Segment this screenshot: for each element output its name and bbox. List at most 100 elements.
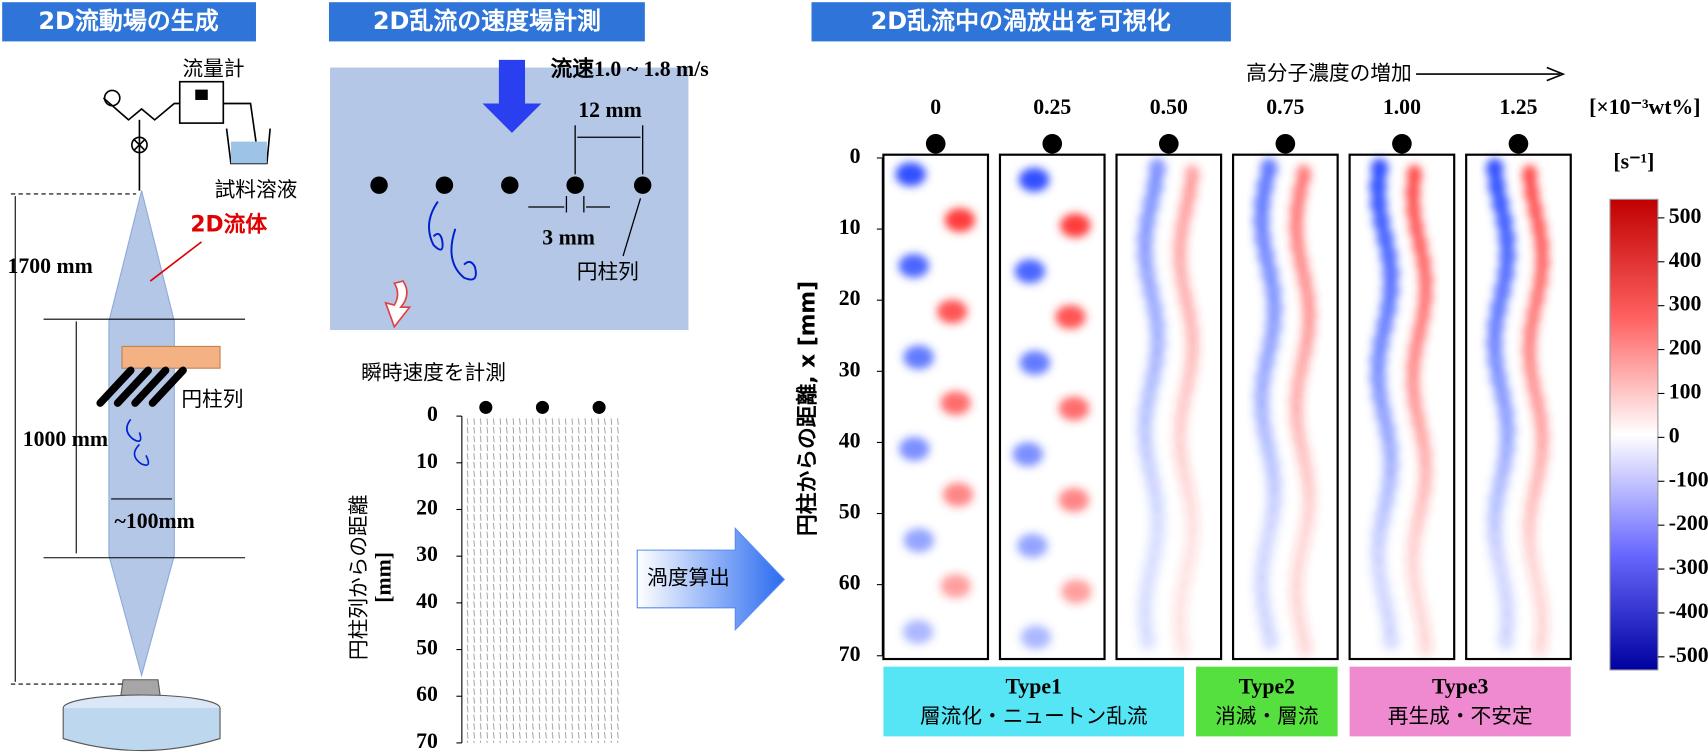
- vortex-streak: [1370, 523, 1389, 546]
- y-axis: 0 10 20 30 40 50 60 70: [839, 144, 883, 666]
- colorbar-tick-label: 0: [1669, 423, 1680, 447]
- vortex-blob: [940, 574, 972, 599]
- vortex-streak: [1184, 164, 1200, 187]
- vortex-streak: [1498, 611, 1517, 633]
- vortex-streak: [1136, 245, 1154, 267]
- vortex-streak: [1256, 175, 1274, 198]
- cylinder: [1159, 134, 1179, 154]
- vortex-streak: [1372, 576, 1391, 599]
- vortex-streak: [1258, 349, 1276, 372]
- trend-arrow: [1416, 66, 1566, 82]
- y-tick-label: 50: [839, 500, 861, 524]
- field-border: [1115, 153, 1223, 661]
- vortex-streak: [1183, 495, 1199, 518]
- vortex-streak: [1172, 251, 1188, 274]
- y-tick-label: 60: [416, 682, 438, 706]
- y-tick-label: 50: [416, 636, 438, 660]
- dimensions: [528, 125, 644, 257]
- vortex-streak: [1522, 356, 1539, 378]
- vortex-streak: [1290, 373, 1306, 396]
- label: 円柱列: [181, 387, 243, 411]
- vortex-streak: [1144, 367, 1162, 389]
- colorbar-tick-label: -200: [1669, 511, 1708, 535]
- vortex-streak: [1291, 425, 1307, 448]
- cylinders: [96, 366, 187, 407]
- vortex-streak: [1495, 576, 1514, 599]
- vector-field: [462, 416, 621, 743]
- vortex: [126, 418, 150, 466]
- cylinder-row: [370, 176, 652, 194]
- vortex-streak: [1376, 227, 1394, 250]
- vortex-streak: [1417, 286, 1434, 309]
- vortex-streak: [1527, 199, 1543, 222]
- vortex-blob: [1012, 442, 1044, 467]
- label: 流量計: [182, 57, 244, 81]
- type-name: Type3: [1432, 674, 1489, 698]
- vortex-streak: [1300, 286, 1316, 309]
- vortex-streak: [1532, 635, 1549, 657]
- field: [882, 153, 990, 661]
- vortex-streak: [1301, 478, 1317, 500]
- concentration-label: 0.25: [1033, 95, 1071, 119]
- vortex-streak: [1253, 558, 1271, 581]
- colorbar-tick-label: -300: [1669, 555, 1708, 579]
- vortex-streak: [1488, 175, 1506, 198]
- vortex-streak: [1301, 303, 1317, 326]
- vortex-streak: [1486, 523, 1504, 546]
- cylinder-holder: [121, 345, 221, 369]
- vortex-streak: [1137, 401, 1155, 424]
- vortex-streak: [1259, 523, 1278, 546]
- colorbar: [1609, 198, 1659, 671]
- vortex-streak: [1253, 401, 1271, 424]
- vortex-streak: [1486, 314, 1505, 337]
- vortex-streak: [1498, 245, 1517, 267]
- unit: [×10⁻³wt%]: [1589, 95, 1700, 119]
- vortex-streak: [1534, 251, 1550, 274]
- vortex-streak: [1265, 471, 1283, 494]
- vortex-streak: [1185, 513, 1201, 535]
- vortex-streak: [1485, 332, 1504, 355]
- vortex-streak: [1534, 425, 1550, 448]
- vortex-streak: [1292, 547, 1308, 570]
- vortex-streak: [1288, 216, 1304, 239]
- type-desc: 消滅・層流: [1215, 704, 1318, 728]
- vortex-streak: [1372, 210, 1391, 233]
- beaker-liquid: [230, 141, 267, 164]
- vortex-streak: [1172, 600, 1188, 622]
- vortex-streak: [1299, 513, 1315, 535]
- title-box: [328, 2, 645, 42]
- axis-label: [mm]: [372, 552, 396, 603]
- vortex-streak: [1380, 245, 1398, 267]
- y-tick-label: 70: [416, 729, 438, 753]
- field-border: [998, 153, 1106, 661]
- vortex-streak: [1412, 600, 1428, 622]
- field: [998, 153, 1106, 661]
- vortex-streak: [1176, 460, 1192, 483]
- label: 1000 mm: [23, 427, 108, 451]
- vortex-streak: [1140, 384, 1158, 407]
- vortex-streak: [1531, 460, 1547, 483]
- vortex-streak: [1264, 279, 1282, 302]
- vortex-blob: [902, 619, 934, 644]
- vortex-blob: [1017, 533, 1048, 558]
- vortex-streak: [1408, 582, 1425, 605]
- vortex-streak: [1263, 506, 1281, 529]
- vortex-streak: [1489, 367, 1508, 389]
- vortex-streak: [1495, 210, 1513, 233]
- axis-label: 円柱からの距離, x [mm]: [794, 281, 820, 536]
- vortex-streak: [1147, 489, 1165, 511]
- vortex-blob: [1060, 213, 1091, 238]
- vortex-streak: [1264, 314, 1283, 337]
- vortex-streak: [1527, 565, 1544, 588]
- vortex-streak: [1489, 297, 1508, 320]
- vortex-streak: [1377, 489, 1396, 511]
- vortex-streak: [1381, 279, 1400, 302]
- field-blobs: [895, 162, 976, 644]
- vortex-blob: [898, 253, 930, 278]
- vortex-streak: [1259, 436, 1277, 459]
- vortex-streak: [1498, 227, 1516, 250]
- vortex-streak: [1493, 384, 1512, 407]
- vortex-streak: [1488, 489, 1506, 511]
- label: 円柱列: [577, 259, 639, 283]
- y-tick-label: 70: [839, 642, 861, 666]
